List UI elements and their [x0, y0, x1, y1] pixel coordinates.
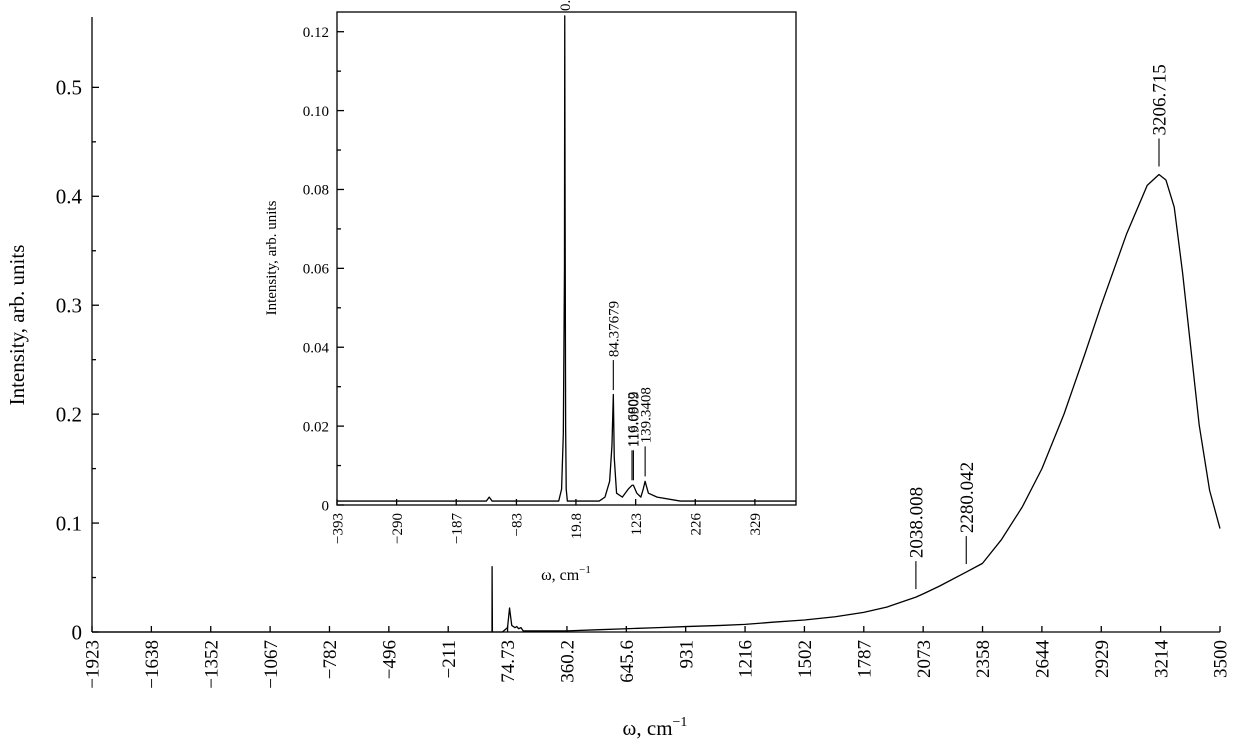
main-x-tick-label: 2929 [1092, 640, 1113, 678]
inset-y-tick-label: 0.10 [303, 104, 329, 120]
main-y-tick-label: 0.2 [56, 402, 82, 426]
main-y-tick-label: 0.4 [56, 185, 83, 209]
main-x-tick-label: −1638 [142, 640, 163, 689]
inset-x-tick-label: 123 [629, 513, 645, 536]
inset-spectrum-line [337, 15, 796, 502]
inset-peak-label: 84.37679 [607, 301, 623, 357]
main-x-tick-label: 931 [676, 640, 697, 669]
main-x-tick-label: −1067 [261, 640, 282, 689]
inset-x-tick-label: 329 [748, 513, 764, 536]
main-x-tick-label: 2644 [1033, 640, 1054, 679]
main-y-axis-label: Intensity, arb. units [5, 245, 29, 406]
main-x-tick-label: 2358 [973, 640, 994, 678]
inset-frame [336, 11, 797, 506]
main-x-tick-label: 3214 [1151, 640, 1172, 679]
inset-plot: Intensity, arb. units ω, cm−1 0 0.02 0.04 0… [264, 0, 797, 584]
inset-x-tick-label: 19.8 [569, 513, 585, 539]
main-peak-label: 3206.715 [1150, 64, 1171, 135]
main-x-tick-label: −1352 [201, 640, 222, 689]
inset-peak-label: 116.6802 [625, 392, 641, 448]
main-x-axis-label: ω, cm−1 [623, 715, 688, 740]
inset-y-tick-label: 0.04 [303, 340, 330, 356]
main-y-tick-label: 0.3 [56, 294, 82, 318]
inset-x-tick-label: 226 [689, 513, 705, 536]
inset-peak-label: 139.3408 [638, 387, 654, 443]
inset-y-axis-label: Intensity, arb. units [264, 200, 280, 315]
inset-y-tick-label: 0.02 [303, 419, 329, 435]
main-x-axis-label-exponent: −1 [673, 715, 688, 730]
inset-peak-label: 0.48443 [558, 0, 574, 11]
inset-x-tick-label: −187 [449, 513, 465, 544]
main-x-tick-label: −1923 [83, 640, 104, 689]
main-x-axis-label-text: ω, cm [623, 716, 673, 740]
inset-y-tick-label: 0 [322, 498, 330, 514]
inset-y-tick-label: 0.12 [303, 25, 329, 41]
inset-x-tick-label: −290 [390, 513, 406, 544]
main-plot: Intensity, arb. units ω, cm−1 00.10.20.3… [5, 17, 1232, 740]
main-x-tick-label: −782 [320, 640, 341, 679]
main-peak-label: 2280.042 [957, 462, 978, 533]
main-x-tick-label: −211 [439, 640, 460, 679]
main-x-tick-label: 1502 [795, 640, 816, 678]
inset-y-tick-label: 0.06 [303, 262, 330, 278]
inset-peak-label: 119.0909 [627, 392, 643, 448]
main-x-tick-label: 3500 [1211, 640, 1232, 678]
main-spectrum-line [92, 173, 1221, 633]
main-peak-label: 2038.008 [907, 487, 928, 558]
main-x-tick-label: 1787 [854, 640, 875, 678]
main-x-tick-label: 74.73 [498, 640, 519, 683]
inset-y-tick-label: 0.08 [303, 183, 329, 199]
main-x-tick-label: −496 [379, 640, 400, 679]
inset-x-axis-label-text: ω, cm [541, 567, 580, 584]
main-y-tick-label: 0 [72, 620, 83, 644]
inset-x-axis-label-exponent: −1 [579, 564, 591, 576]
main-x-tick-label: 2073 [914, 640, 935, 678]
inset-x-tick-label: −393 [330, 513, 346, 544]
inset-x-axis-label: ω, cm−1 [541, 564, 591, 584]
main-y-tick-label: 0.1 [56, 511, 82, 535]
main-y-tick-label: 0.5 [56, 76, 82, 100]
main-x-tick-label: 1216 [736, 640, 757, 678]
main-x-tick-label: 360.2 [558, 640, 579, 683]
inset-x-tick-label: −83 [510, 513, 526, 536]
main-x-tick-label: 645.6 [617, 640, 638, 683]
